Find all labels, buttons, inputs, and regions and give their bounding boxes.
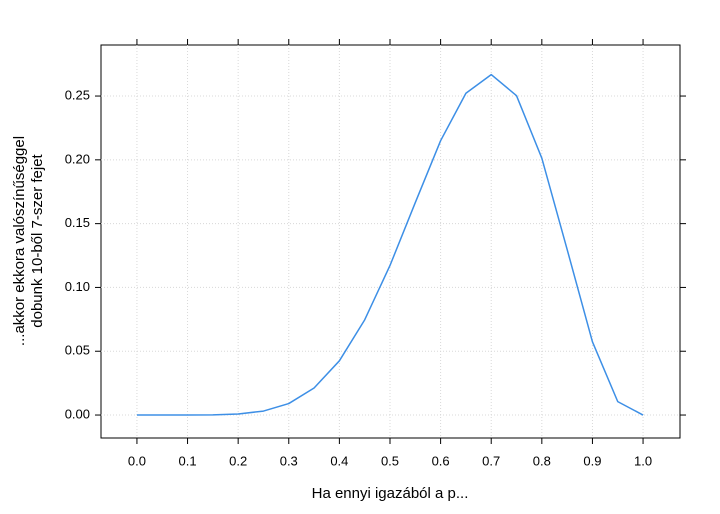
x-tick-label: 0.0 [128, 453, 146, 468]
line-series [136, 73, 644, 416]
y-axis-label: dobunk 10-ből 7-szer fejet [29, 153, 46, 327]
y-tick-label: 0.25 [65, 87, 90, 102]
x-tick-label: 0.2 [229, 453, 247, 468]
y-axis-label: ...akkor ekkora valószínűséggel [11, 136, 28, 346]
y-tick-label: 0.00 [65, 406, 90, 421]
x-tick-label: 0.9 [583, 453, 601, 468]
plot-frame [100, 44, 681, 439]
x-tick-label: 0.1 [179, 453, 197, 468]
x-tick-label: 0.5 [381, 453, 399, 468]
x-tick-label: 0.7 [482, 453, 500, 468]
y-tick-label: 0.05 [65, 343, 90, 358]
y-tick-label: 0.20 [65, 151, 90, 166]
x-tick-label: 0.4 [330, 453, 348, 468]
x-tick-label: 0.3 [280, 453, 298, 468]
x-tick-label: 0.6 [432, 453, 450, 468]
x-axis-label: Ha ennyi igazából a p... [312, 485, 469, 502]
y-tick-label: 0.10 [65, 279, 90, 294]
y-tick-label: 0.15 [65, 215, 90, 230]
x-tick-label: 0.8 [533, 453, 551, 468]
x-tick-label: 1.0 [634, 453, 652, 468]
